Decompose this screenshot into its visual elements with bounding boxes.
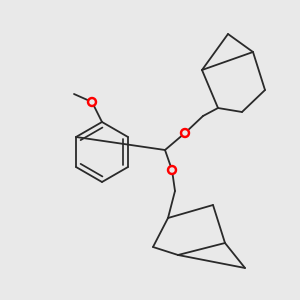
Circle shape — [167, 166, 176, 175]
Circle shape — [181, 128, 190, 137]
Circle shape — [170, 168, 174, 172]
Circle shape — [90, 100, 94, 104]
Circle shape — [183, 131, 187, 135]
Circle shape — [88, 98, 97, 106]
